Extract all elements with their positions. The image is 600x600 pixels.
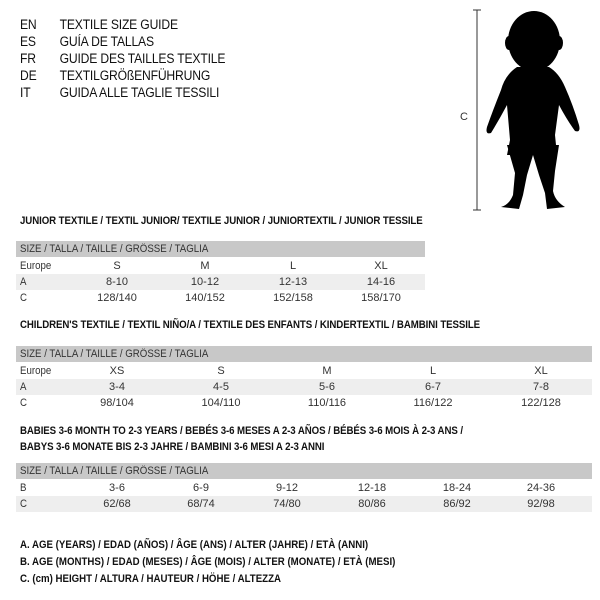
size-header-label: SIZE / TALLA / TAILLE / GRÖSSE / TAGLIA — [20, 465, 209, 477]
row-label: Europe — [20, 365, 52, 377]
table-row: B 3-6 6-9 9-12 12-18 18-24 24-36 — [16, 480, 592, 496]
table-cell: 116/122 — [413, 397, 453, 409]
table-title: BABYS 3-6 MONATE BIS 2-3 JAHRE / BAMBINI… — [20, 441, 325, 453]
table-row: Europe S M L XL — [16, 258, 425, 274]
table-cell: 104/110 — [201, 397, 241, 409]
table-row: Europe XS S M L XL — [16, 363, 592, 379]
legend-line: B. AGE (MONTHS) / EDAD (MESES) / ÂGE (MO… — [20, 556, 396, 568]
legend-line: C. (cm) HEIGHT / ALTURA / HAUTEUR / HÖHE… — [20, 573, 282, 585]
table-cell: 98/104 — [100, 397, 134, 409]
language-title-row: EN TEXTILE SIZE GUIDE — [20, 16, 178, 33]
table-cell: 18-24 — [442, 482, 472, 494]
size-header-bar: SIZE / TALLA / TAILLE / GRÖSSE / TAGLIA — [16, 463, 592, 479]
table-cell: 6-9 — [193, 482, 209, 494]
table-cell: 14-16 — [366, 276, 396, 288]
table-cell: 74/80 — [273, 498, 301, 510]
table-cell: 9-12 — [275, 482, 299, 494]
table-cell: 128/140 — [97, 292, 137, 304]
language-title: GUIDE DES TAILLES TEXTILE — [59, 51, 226, 66]
table-cell: 12-18 — [357, 482, 387, 494]
table-cell: 5-6 — [319, 381, 335, 393]
table-cell: 10-12 — [190, 276, 220, 288]
language-code: ES — [20, 34, 36, 49]
table-row: C 98/104 104/110 110/116 116/122 122/128 — [16, 395, 592, 411]
table-cell: L — [429, 365, 437, 377]
table-row: A 3-4 4-5 5-6 6-7 7-8 — [16, 379, 592, 395]
row-label: B — [20, 482, 27, 494]
language-code: EN — [20, 17, 37, 32]
table-row: C 128/140 140/152 152/158 158/170 — [16, 290, 425, 306]
language-code: FR — [20, 51, 36, 66]
table-cell: 24-36 — [526, 482, 556, 494]
table-row: C 62/68 68/74 74/80 80/86 86/92 92/98 — [16, 496, 592, 512]
row-label: C — [20, 292, 27, 304]
table-cell: 122/128 — [521, 397, 561, 409]
table-cell: 62/68 — [103, 498, 131, 510]
language-title: TEXTILGRÖßENFÜHRUNG — [59, 68, 211, 83]
language-title: GUIDA ALLE TAGLIE TESSILI — [59, 85, 220, 100]
row-label: Europe — [20, 260, 52, 272]
table-cell: 110/116 — [307, 397, 347, 409]
table-title: CHILDREN'S TEXTILE / TEXTIL NIÑO/A / TEX… — [20, 319, 481, 331]
legend-line: A. AGE (YEARS) / EDAD (AÑOS) / ÂGE (ANS)… — [20, 539, 369, 551]
table-cell: 7-8 — [533, 381, 549, 393]
table-cell: 152/158 — [273, 292, 313, 304]
table-cell: 86/92 — [443, 498, 471, 510]
table-cell: 80/86 — [358, 498, 386, 510]
row-label: A — [20, 381, 27, 393]
table-row: A 8-10 10-12 12-13 14-16 — [16, 274, 425, 290]
child-silhouette-icon: C — [460, 9, 580, 211]
row-label: A — [20, 276, 27, 288]
table-cell: 140/152 — [185, 292, 225, 304]
child-silhouette-figure: C — [455, 5, 595, 215]
table-cell: 92/98 — [527, 498, 555, 510]
language-title: GUÍA DE TALLAS — [59, 34, 154, 49]
size-header-label: SIZE / TALLA / TAILLE / GRÖSSE / TAGLIA — [20, 243, 209, 255]
table-cell: M — [322, 365, 332, 377]
table-cell: 4-5 — [213, 381, 229, 393]
table-cell: 8-10 — [105, 276, 129, 288]
language-code: IT — [20, 85, 31, 100]
table-cell: 6-7 — [425, 381, 441, 393]
table-cell: XL — [374, 260, 388, 272]
language-code: DE — [20, 68, 37, 83]
table-cell: L — [289, 260, 297, 272]
measure-label: C — [460, 111, 468, 123]
table-cell: 12-13 — [278, 276, 308, 288]
table-cell: S — [113, 260, 121, 272]
size-header-bar: SIZE / TALLA / TAILLE / GRÖSSE / TAGLIA — [16, 241, 425, 257]
language-title-row: FR GUIDE DES TAILLES TEXTILE — [20, 50, 225, 67]
table-title: JUNIOR TEXTILE / TEXTIL JUNIOR/ TEXTILE … — [20, 215, 423, 227]
table-cell: 3-6 — [109, 482, 125, 494]
table-cell: 68/74 — [187, 498, 215, 510]
language-title: TEXTILE SIZE GUIDE — [59, 17, 178, 32]
table-cell: S — [217, 365, 225, 377]
size-header-bar: SIZE / TALLA / TAILLE / GRÖSSE / TAGLIA — [16, 346, 592, 362]
table-title: BABIES 3-6 MONTH TO 2-3 YEARS / BEBÉS 3-… — [20, 425, 463, 437]
table-cell: XL — [534, 365, 548, 377]
language-title-row: IT GUIDA ALLE TAGLIE TESSILI — [20, 84, 219, 101]
language-title-row: ES GUÍA DE TALLAS — [20, 33, 154, 50]
table-cell: 3-4 — [109, 381, 125, 393]
table-cell: M — [200, 260, 210, 272]
table-cell: XS — [109, 365, 125, 377]
row-label: C — [20, 397, 27, 409]
row-label: C — [20, 498, 27, 510]
size-header-label: SIZE / TALLA / TAILLE / GRÖSSE / TAGLIA — [20, 348, 209, 360]
language-title-row: DE TEXTILGRÖßENFÜHRUNG — [20, 67, 210, 84]
table-cell: 158/170 — [361, 292, 401, 304]
